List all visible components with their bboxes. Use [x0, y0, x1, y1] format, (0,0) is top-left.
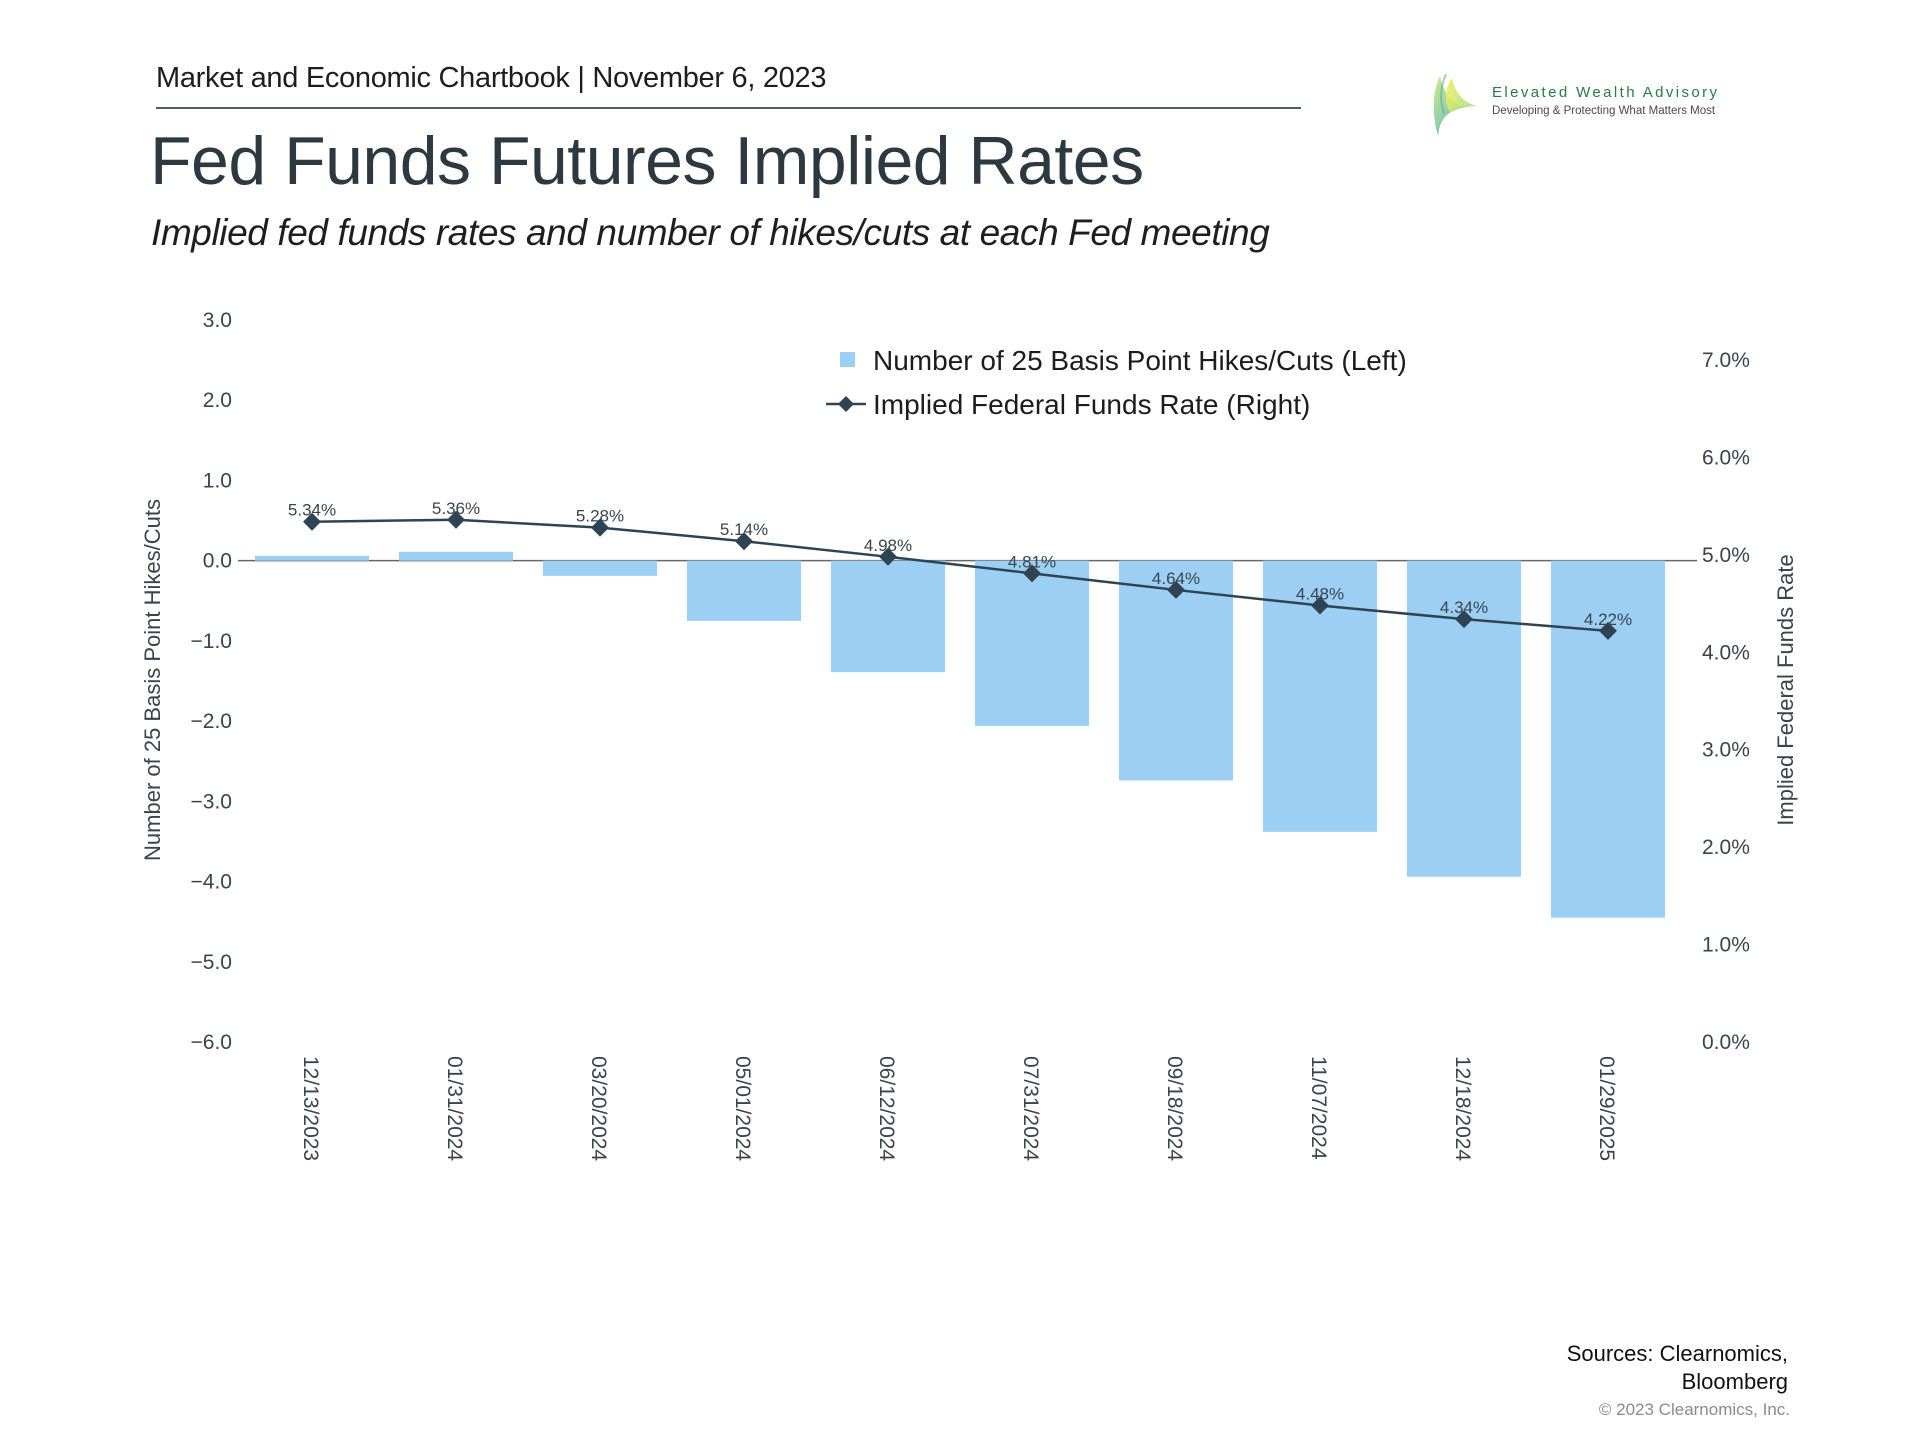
rate-marker [303, 512, 321, 531]
left-tick-label: 2.0 [203, 389, 232, 412]
rate-data-label: 4.81% [1008, 552, 1056, 571]
right-axis-title: Implied Federal Funds Rate [1773, 554, 1798, 825]
rate-data-label: 5.36% [432, 499, 480, 518]
rate-marker [1455, 610, 1473, 629]
sources-line-2: Bloomberg [1681, 1369, 1788, 1394]
right-tick-label: 3.0% [1702, 739, 1750, 762]
left-tick-label: 0.0 [203, 550, 232, 573]
logo-name: Elevated Wealth Advisory [1492, 84, 1720, 101]
page-subtitle: Implied fed funds rates and number of hi… [151, 212, 1270, 253]
bar [975, 560, 1089, 726]
sources-line-1: Sources: Clearnomics, [1566, 1341, 1788, 1366]
x-tick-label: 12/13/2023 [299, 1056, 322, 1161]
header-divider [156, 107, 1301, 109]
left-tick-label: −4.0 [191, 871, 232, 894]
x-tick-label: 03/20/2024 [587, 1056, 610, 1161]
right-tick-label: 6.0% [1702, 446, 1750, 469]
right-tick-label: 2.0% [1702, 836, 1750, 859]
left-tick-label: 1.0 [203, 469, 232, 492]
rate-markers [303, 510, 1617, 640]
legend-diamond-icon [838, 396, 854, 412]
copyright: © 2023 Clearnomics, Inc. [1598, 1400, 1790, 1419]
left-tick-label: −1.0 [191, 630, 232, 653]
x-tick-label: 01/29/2025 [1595, 1056, 1618, 1161]
chartbook-header: Market and Economic Chartbook | November… [156, 62, 827, 94]
x-axis-labels: 12/13/2023 01/31/2024 03/20/2024 05/01/2024… [299, 1056, 1618, 1161]
rate-marker [879, 547, 897, 566]
bar-series [255, 551, 1665, 918]
bar [399, 551, 513, 561]
bar [1551, 560, 1665, 918]
x-tick-label: 01/31/2024 [443, 1056, 466, 1161]
x-tick-label: 06/12/2024 [875, 1056, 898, 1161]
rate-data-labels: 5.34% 5.36% 5.28% 5.14% 4.98% 4.81% 4.64% 4.48%… [288, 499, 1632, 629]
rate-data-label: 5.14% [720, 520, 768, 539]
legend-line-label: Implied Federal Funds Rate (Right) [873, 389, 1310, 420]
rate-marker [591, 518, 609, 537]
logo-tagline: Developing & Protecting What Matters Mos… [1492, 105, 1716, 117]
legend-bar-swatch [840, 352, 855, 367]
x-tick-label: 12/18/2024 [1451, 1056, 1474, 1161]
bar [687, 560, 801, 621]
right-tick-label: 7.0% [1702, 349, 1750, 372]
rate-marker [1599, 621, 1617, 640]
right-tick-label: 5.0% [1702, 544, 1750, 567]
rate-line [311, 518, 1609, 633]
rate-data-label: 4.98% [864, 536, 912, 555]
rate-data-label: 4.48% [1296, 585, 1344, 604]
rate-data-label: 4.64% [1152, 569, 1200, 588]
left-tick-label: −6.0 [191, 1031, 232, 1054]
right-axis-ticks: 7.0% 6.0% 5.0% 4.0% 3.0% 2.0% 1.0% 0.0% [1702, 349, 1750, 1054]
left-tick-label: −5.0 [191, 951, 232, 974]
rate-data-label: 5.28% [576, 507, 624, 526]
left-axis-title: Number of 25 Basis Point Hikes/Cuts [140, 499, 165, 861]
company-logo: Elevated Wealth Advisory Developing & Pr… [1430, 72, 1770, 142]
bar [543, 560, 657, 576]
x-tick-label: 07/31/2024 [1019, 1056, 1042, 1161]
rate-data-label: 4.34% [1440, 598, 1488, 617]
legend-bar-label: Number of 25 Basis Point Hikes/Cuts (Lef… [873, 345, 1407, 376]
rate-data-label: 5.34% [288, 501, 336, 520]
rate-data-label: 4.22% [1584, 610, 1632, 629]
left-tick-label: 3.0 [203, 309, 232, 332]
rate-marker [447, 510, 465, 529]
left-tick-label: −2.0 [191, 710, 232, 733]
x-tick-label: 09/18/2024 [1163, 1056, 1186, 1161]
bar [831, 560, 945, 673]
sources-note: Sources: Clearnomics, Bloomberg [1567, 1340, 1788, 1396]
rate-marker [1167, 580, 1185, 599]
rate-marker [1311, 596, 1329, 615]
x-tick-label: 05/01/2024 [731, 1056, 754, 1161]
left-tick-label: −3.0 [191, 790, 232, 813]
right-tick-label: 1.0% [1702, 934, 1750, 957]
rate-marker [735, 532, 753, 551]
right-tick-label: 4.0% [1702, 641, 1750, 664]
x-tick-label: 11/07/2024 [1307, 1056, 1330, 1160]
bar [255, 555, 369, 561]
left-axis-ticks: 3.0 2.0 1.0 0.0 −1.0 −2.0 −3.0 −4.0 −5.0 −6.0 [191, 309, 232, 1054]
logo-leaf-icon [1433, 73, 1478, 136]
legend: Number of 25 Basis Point Hikes/Cuts (Lef… [826, 345, 1407, 420]
rate-marker [1023, 564, 1041, 583]
right-tick-label: 0.0% [1702, 1031, 1750, 1054]
page-title: Fed Funds Futures Implied Rates [150, 123, 1144, 199]
